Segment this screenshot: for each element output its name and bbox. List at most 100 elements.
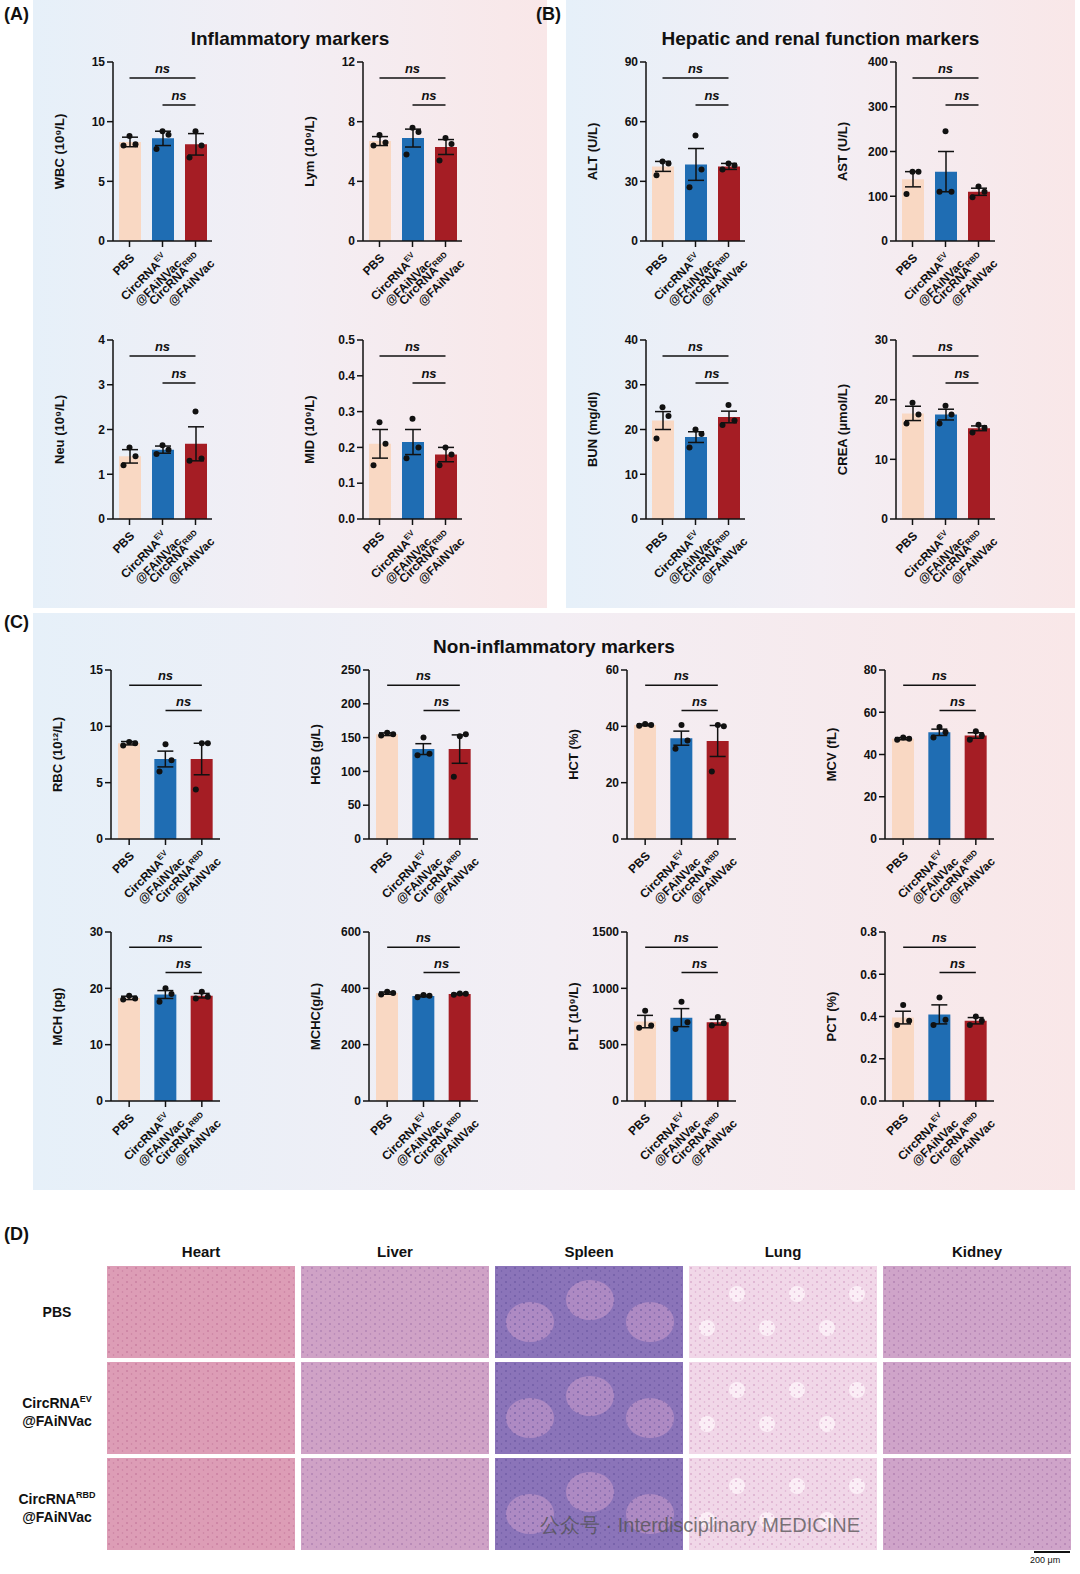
svg-text:PBS: PBS [643,529,670,556]
svg-text:10: 10 [90,720,104,734]
svg-text:PBS: PBS [110,529,137,556]
svg-text:ns: ns [171,88,186,103]
svg-text:0.2: 0.2 [860,1052,877,1066]
svg-text:20: 20 [875,393,889,407]
svg-text:15: 15 [92,55,106,69]
svg-text:@FAiNVac: @FAiNVac [165,256,217,308]
svg-text:PBS: PBS [884,849,911,876]
svg-text:0: 0 [612,832,619,846]
svg-text:250: 250 [341,663,361,677]
svg-text:40: 40 [606,720,620,734]
svg-text:ns: ns [692,694,707,709]
svg-text:0.8: 0.8 [860,925,877,939]
svg-text:10: 10 [90,1038,104,1052]
svg-text:30: 30 [625,378,639,392]
svg-text:150: 150 [341,731,361,745]
svg-text:@FAiNVac: @FAiNVac [165,534,217,586]
svg-text:@FAiNVac: @FAiNVac [948,534,1000,586]
svg-text:@FAiNVac: @FAiNVac [948,256,1000,308]
svg-text:50: 50 [348,798,362,812]
svg-text:ns: ns [954,366,969,381]
svg-text:ns: ns [155,61,170,76]
svg-text:8: 8 [348,115,355,129]
svg-text:0: 0 [96,1094,103,1108]
svg-text:ns: ns [950,694,965,709]
svg-text:1000: 1000 [592,982,619,996]
svg-text:60: 60 [864,706,878,720]
svg-text:0: 0 [98,234,105,248]
svg-text:40: 40 [864,748,878,762]
svg-text:PBS: PBS [110,849,137,876]
svg-text:10: 10 [625,468,639,482]
svg-text:0: 0 [881,234,888,248]
svg-text:0: 0 [631,234,638,248]
svg-text:MCV (fL): MCV (fL) [824,728,839,781]
svg-text:600: 600 [341,925,361,939]
svg-text:10: 10 [875,453,889,467]
svg-text:ns: ns [938,339,953,354]
svg-text:WBC (10⁹/L): WBC (10⁹/L) [52,114,67,190]
svg-text:PCT (%): PCT (%) [824,992,839,1042]
svg-text:ns: ns [176,694,191,709]
svg-text:ns: ns [155,339,170,354]
svg-text:30: 30 [875,333,889,347]
svg-text:@FAiNVac: @FAiNVac [415,256,467,308]
svg-text:ns: ns [704,88,719,103]
svg-text:Lym (10⁹/L): Lym (10⁹/L) [302,116,317,187]
svg-text:PBS: PBS [110,1111,137,1138]
svg-text:5: 5 [96,776,103,790]
svg-text:@FAiNVac: @FAiNVac [698,256,750,308]
svg-text:0: 0 [98,512,105,526]
svg-text:PBS: PBS [626,849,653,876]
svg-text:0: 0 [631,512,638,526]
svg-text:1500: 1500 [592,925,619,939]
svg-text:PBS: PBS [893,529,920,556]
svg-text:0: 0 [881,512,888,526]
svg-text:ns: ns [954,88,969,103]
svg-text:ns: ns [704,366,719,381]
svg-text:ns: ns [688,61,703,76]
svg-text:3: 3 [98,378,105,392]
svg-text:ns: ns [950,956,965,971]
svg-text:500: 500 [599,1038,619,1052]
svg-text:40: 40 [625,333,639,347]
svg-text:@FAiNVac: @FAiNVac [946,1116,998,1168]
svg-text:60: 60 [606,663,620,677]
svg-text:0.0: 0.0 [338,512,355,526]
svg-text:PBS: PBS [360,251,387,278]
svg-text:0: 0 [348,234,355,248]
svg-text:ns: ns [692,956,707,971]
svg-text:PBS: PBS [626,1111,653,1138]
svg-text:100: 100 [868,190,888,204]
svg-text:0: 0 [870,832,877,846]
svg-text:PBS: PBS [110,251,137,278]
svg-text:ns: ns [158,930,173,945]
svg-text:0: 0 [354,832,361,846]
svg-text:ns: ns [405,61,420,76]
svg-text:ns: ns [416,930,431,945]
svg-text:ns: ns [434,956,449,971]
svg-text:ns: ns [688,339,703,354]
svg-text:20: 20 [625,423,639,437]
svg-text:400: 400 [341,982,361,996]
svg-text:PBS: PBS [884,1111,911,1138]
svg-text:@FAiNVac: @FAiNVac [172,1116,224,1168]
svg-text:ns: ns [932,668,947,683]
svg-text:20: 20 [864,790,878,804]
svg-text:1: 1 [98,468,105,482]
svg-text:80: 80 [864,663,878,677]
svg-text:PBS: PBS [368,849,395,876]
svg-text:4: 4 [348,175,355,189]
svg-text:@FAiNVac: @FAiNVac [698,534,750,586]
svg-text:HCT (%): HCT (%) [566,729,581,780]
svg-text:400: 400 [868,55,888,69]
svg-text:MID (10⁹/L): MID (10⁹/L) [302,395,317,463]
svg-text:ns: ns [405,339,420,354]
svg-text:PBS: PBS [893,251,920,278]
svg-text:0.1: 0.1 [338,476,355,490]
svg-text:0: 0 [354,1094,361,1108]
svg-text:200: 200 [868,145,888,159]
svg-text:0.4: 0.4 [860,1010,877,1024]
svg-text:0.4: 0.4 [338,369,355,383]
svg-text:0.6: 0.6 [860,968,877,982]
